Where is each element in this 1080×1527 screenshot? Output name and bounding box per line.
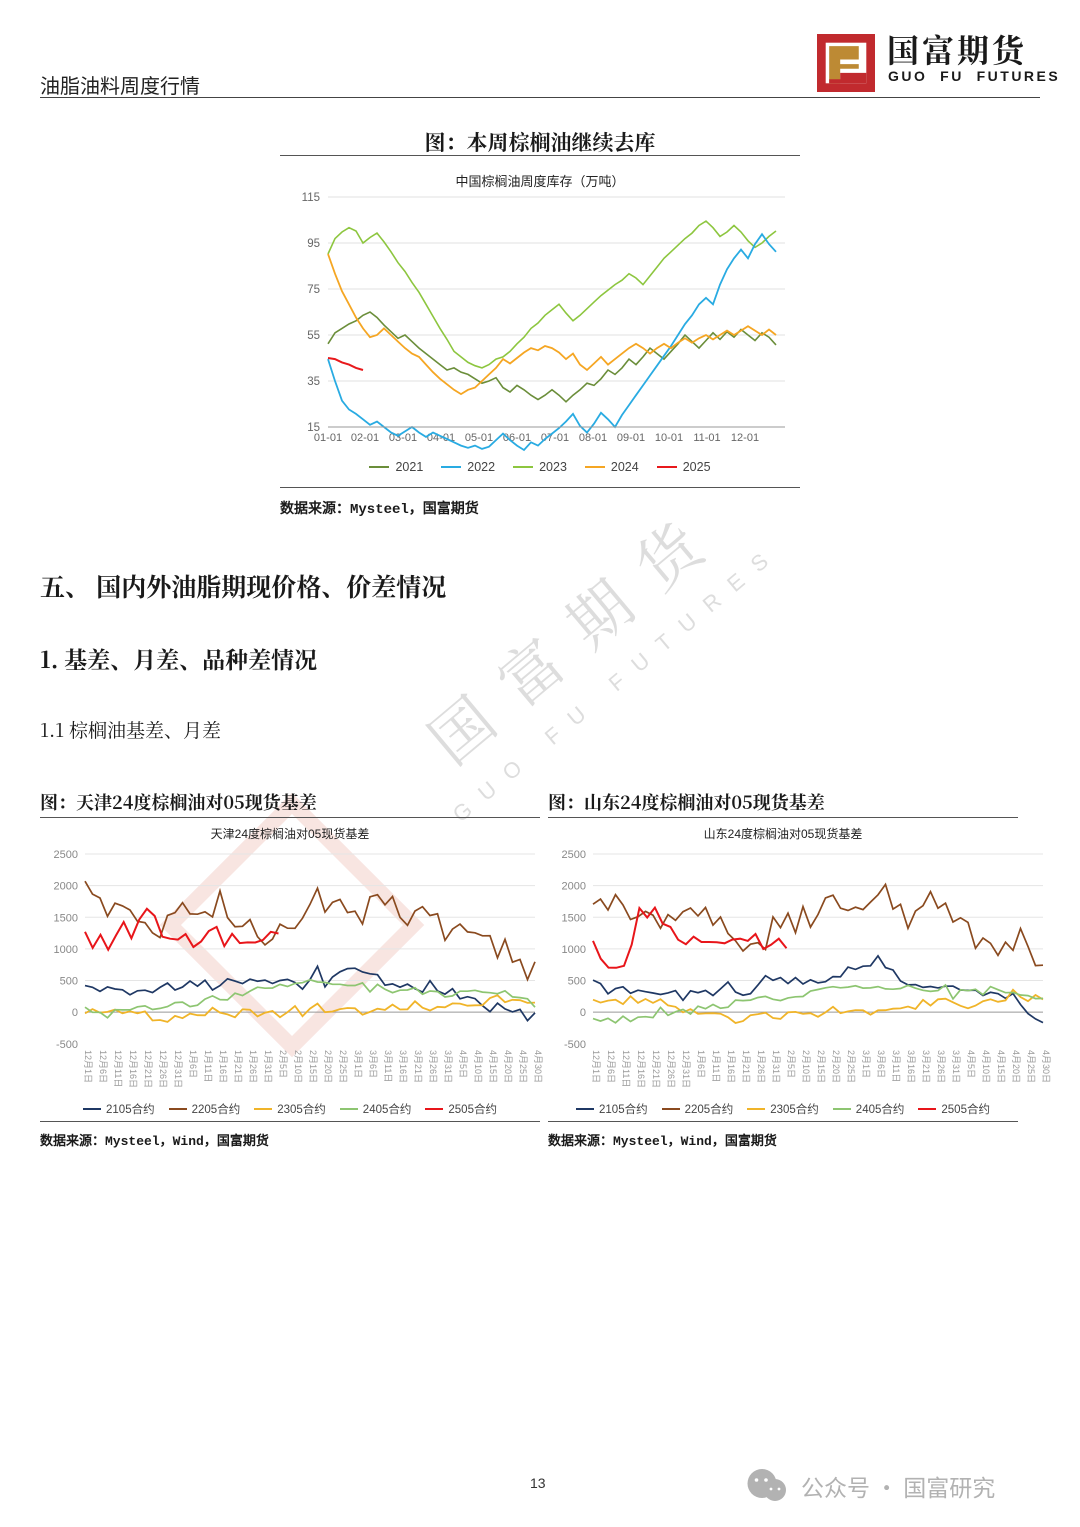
svg-text:3月26日: 3月26日 [428,1050,438,1083]
svg-text:2月15日: 2月15日 [308,1050,318,1083]
svg-text:1月31日: 1月31日 [263,1050,273,1083]
svg-text:1月11日: 1月11日 [711,1050,721,1082]
svg-text:4月25日: 4月25日 [1026,1050,1036,1083]
svg-text:2月5日: 2月5日 [278,1050,288,1078]
svg-text:01-01: 01-01 [314,432,342,444]
svg-text:500: 500 [60,976,78,988]
svg-text:2月15日: 2月15日 [816,1050,826,1083]
svg-text:115: 115 [302,192,320,204]
svg-text:4月15日: 4月15日 [996,1050,1006,1083]
svg-text:3月21日: 3月21日 [413,1050,423,1083]
svg-text:12月31日: 12月31日 [173,1050,183,1088]
svg-text:1月21日: 1月21日 [233,1050,243,1083]
svg-text:4月15日: 4月15日 [488,1050,498,1083]
svg-text:3月21日: 3月21日 [921,1050,931,1083]
svg-text:2月20日: 2月20日 [831,1050,841,1083]
svg-text:-500: -500 [56,1039,78,1051]
svg-text:2月5日: 2月5日 [786,1050,796,1078]
svg-text:12月1日: 12月1日 [83,1050,93,1083]
svg-text:2月10日: 2月10日 [293,1050,303,1083]
svg-text:12月11日: 12月11日 [621,1050,631,1087]
svg-text:10-01: 10-01 [655,432,683,444]
svg-text:0: 0 [580,1007,586,1019]
svg-text:1月6日: 1月6日 [696,1050,706,1078]
svg-text:3月1日: 3月1日 [353,1050,363,1078]
svg-text:4月10日: 4月10日 [473,1050,483,1083]
svg-text:3月31日: 3月31日 [951,1050,961,1083]
svg-text:2500: 2500 [562,849,586,861]
svg-text:1月16日: 1月16日 [218,1050,228,1083]
svg-text:09-01: 09-01 [617,432,645,444]
svg-text:-500: -500 [564,1039,586,1051]
svg-text:02-01: 02-01 [351,432,379,444]
svg-text:55: 55 [307,330,320,342]
svg-text:3月1日: 3月1日 [861,1050,871,1078]
svg-text:12月16日: 12月16日 [636,1050,646,1088]
svg-text:4月5日: 4月5日 [458,1050,468,1078]
svg-text:4月25日: 4月25日 [518,1050,528,1083]
svg-text:4月20日: 4月20日 [1011,1050,1021,1083]
svg-text:2月10日: 2月10日 [801,1050,811,1083]
svg-text:1500: 1500 [54,912,78,924]
svg-text:12-01: 12-01 [731,432,759,444]
svg-text:1月6日: 1月6日 [188,1050,198,1078]
svg-text:4月30日: 4月30日 [1041,1050,1051,1083]
svg-text:12月11日: 12月11日 [113,1050,123,1087]
svg-text:12月26日: 12月26日 [666,1050,676,1088]
svg-text:3月16日: 3月16日 [906,1050,916,1083]
svg-text:12月31日: 12月31日 [681,1050,691,1088]
svg-text:3月11日: 3月11日 [383,1050,393,1082]
svg-text:12月6日: 12月6日 [606,1050,616,1083]
svg-text:1月26日: 1月26日 [756,1050,766,1083]
svg-text:1月16日: 1月16日 [726,1050,736,1083]
svg-text:1000: 1000 [54,944,78,956]
svg-text:2月25日: 2月25日 [846,1050,856,1083]
svg-text:4月10日: 4月10日 [981,1050,991,1083]
svg-text:2000: 2000 [562,881,586,893]
svg-text:05-01: 05-01 [465,432,493,444]
svg-text:35: 35 [307,376,320,388]
svg-text:4月5日: 4月5日 [966,1050,976,1078]
svg-text:1月31日: 1月31日 [771,1050,781,1083]
svg-text:500: 500 [568,976,586,988]
svg-text:0: 0 [72,1007,78,1019]
svg-text:3月6日: 3月6日 [876,1050,886,1078]
svg-text:1000: 1000 [562,944,586,956]
svg-text:12月21日: 12月21日 [651,1050,661,1088]
svg-text:1月26日: 1月26日 [248,1050,258,1083]
svg-text:2月25日: 2月25日 [338,1050,348,1083]
svg-text:12月21日: 12月21日 [143,1050,153,1088]
svg-text:1500: 1500 [562,912,586,924]
svg-text:12月16日: 12月16日 [128,1050,138,1088]
svg-text:2500: 2500 [54,849,78,861]
svg-text:4月30日: 4月30日 [533,1050,543,1083]
svg-text:2000: 2000 [54,881,78,893]
svg-text:12月1日: 12月1日 [591,1050,601,1083]
svg-text:4月20日: 4月20日 [503,1050,513,1083]
svg-text:2月20日: 2月20日 [323,1050,333,1083]
svg-text:12月6日: 12月6日 [98,1050,108,1083]
svg-text:1月21日: 1月21日 [741,1050,751,1083]
svg-text:12月26日: 12月26日 [158,1050,168,1088]
svg-text:3月16日: 3月16日 [398,1050,408,1083]
svg-text:95: 95 [307,238,320,250]
svg-text:11-01: 11-01 [693,432,720,444]
svg-text:75: 75 [307,284,320,296]
svg-text:3月6日: 3月6日 [368,1050,378,1078]
svg-text:3月31日: 3月31日 [443,1050,453,1083]
svg-text:3月11日: 3月11日 [891,1050,901,1082]
svg-text:1月11日: 1月11日 [203,1050,213,1082]
svg-text:08-01: 08-01 [579,432,607,444]
svg-text:3月26日: 3月26日 [936,1050,946,1083]
